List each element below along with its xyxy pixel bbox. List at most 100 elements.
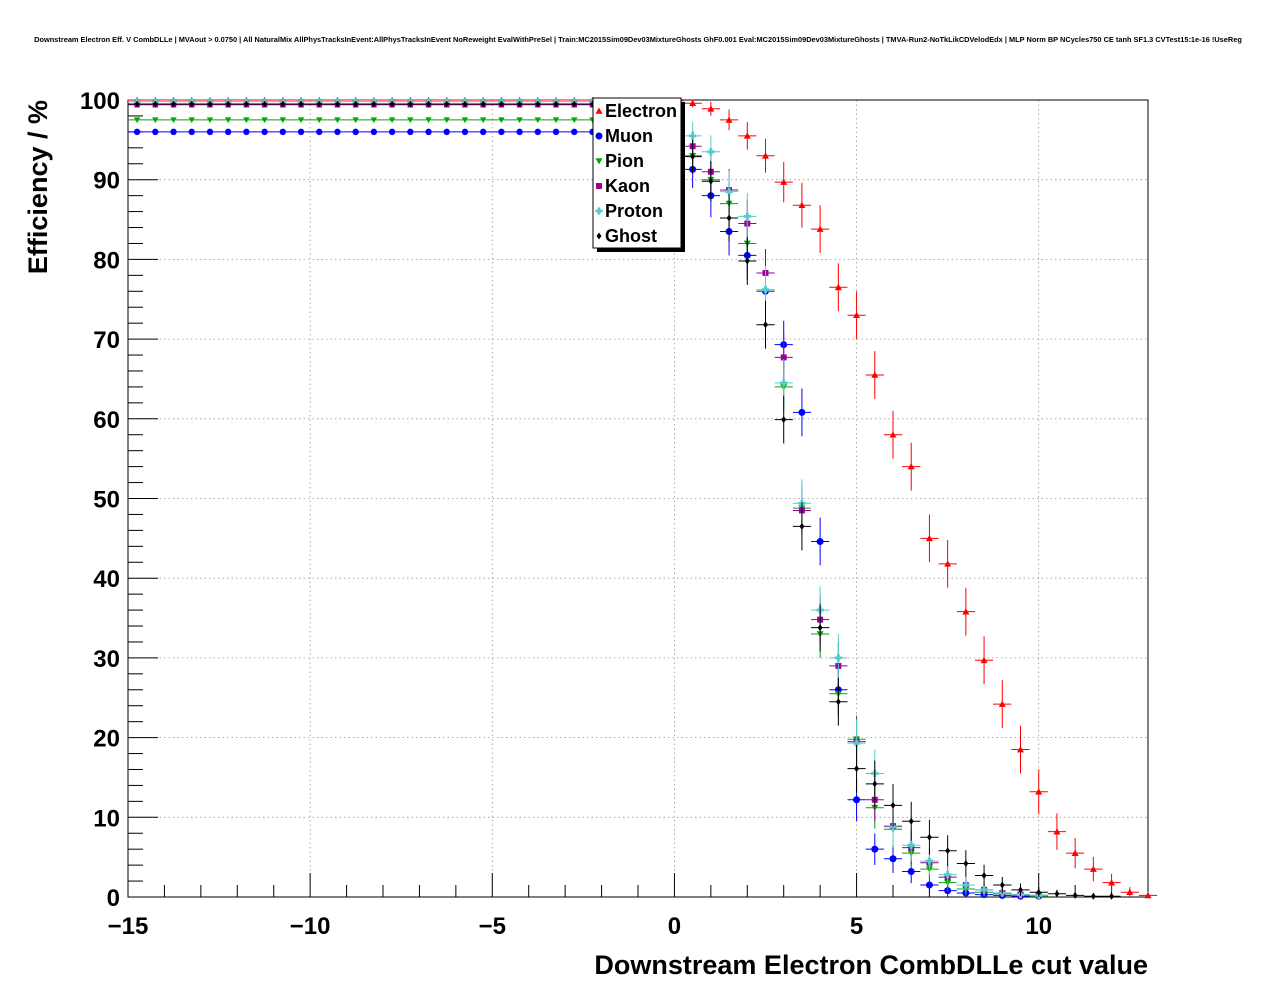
data-point [171,100,176,108]
data-point [425,117,432,124]
data-point [206,128,214,136]
data-point [744,257,750,265]
data-point [1090,892,1096,900]
data-point [1053,828,1061,835]
data-point [690,153,696,161]
data-point [553,100,559,108]
data-point [153,100,158,108]
y-tick-label: 20 [93,726,120,753]
data-point [444,100,449,108]
data-point [498,117,505,124]
data-point [871,371,879,378]
data-point [962,881,970,889]
data-point [853,796,861,804]
y-tick-label: 30 [93,646,120,673]
data-point [353,100,358,108]
x-axis-label: Downstream Electron CombDLLe cut value [594,950,1148,980]
data-point [370,128,378,136]
legend-marker [595,132,603,140]
data-point [443,128,450,136]
data-point [780,379,788,387]
series-pion [128,117,1048,900]
data-point [925,534,933,542]
data-point [1109,892,1115,900]
legend-marker [595,207,603,215]
data-point [889,431,897,438]
data-point [534,117,542,124]
data-point [1017,746,1024,753]
data-point [389,100,395,108]
data-point [425,128,432,136]
data-point [799,522,805,530]
data-point [889,855,897,863]
data-point [707,148,715,156]
data-point [780,354,787,361]
data-point [499,100,504,108]
legend-marker [595,107,603,114]
data-point [134,100,140,108]
data-point [244,100,249,108]
data-point [133,117,141,124]
y-tick-label: 40 [93,566,120,593]
data-point [224,117,232,124]
data-point [944,560,952,567]
data-point [834,283,842,291]
data-point [352,117,359,124]
data-point [1072,891,1078,899]
y-tick-label: 10 [93,805,120,832]
data-point [479,128,487,136]
data-point [907,463,915,470]
legend-label: Pion [605,151,644,171]
data-point [133,128,141,136]
data-point [224,128,232,136]
data-point [834,654,843,662]
legend-marker [596,183,602,189]
data-point [1036,888,1042,896]
data-point [798,408,806,416]
data-point [335,100,340,108]
data-point [261,128,268,136]
data-point [835,698,841,706]
data-point [297,128,305,136]
data-point [852,739,861,747]
x-tick-label: 5 [850,913,863,940]
data-point [571,128,578,136]
data-point [871,845,879,853]
data-point [817,624,823,632]
x-tick-label: −5 [479,913,506,940]
data-point [206,117,214,124]
data-point [243,128,250,136]
data-point [443,117,450,124]
legend: Electron Muon Pion Kaon Proton Ghost [592,97,685,252]
data-point [743,212,751,221]
data-point [297,117,305,124]
data-point [479,117,487,124]
data-point [370,117,378,124]
data-point [743,132,751,139]
data-point [925,857,934,865]
data-point [461,128,469,136]
y-tick-label: 0 [107,885,120,912]
x-tick-label: 10 [1025,913,1052,940]
data-point [388,128,396,136]
data-point [516,117,523,124]
data-point [725,187,733,196]
y-axis-label: Efficiency / % [23,100,53,274]
data-point [926,833,932,841]
legend-label: Electron [605,101,677,121]
data-point [261,117,268,124]
y-tick-label: 80 [93,247,120,274]
data-point [225,100,231,108]
data-point [998,700,1006,707]
data-point [516,128,523,136]
data-point [262,100,267,108]
data-point [535,100,541,108]
legend-marker [596,232,602,240]
data-point [1035,788,1043,795]
data-point [334,117,341,124]
data-point [1089,865,1097,872]
legend-entry-ghost: Ghost [596,226,657,246]
data-point [298,100,304,108]
data-point [279,117,287,124]
data-point [462,100,468,108]
